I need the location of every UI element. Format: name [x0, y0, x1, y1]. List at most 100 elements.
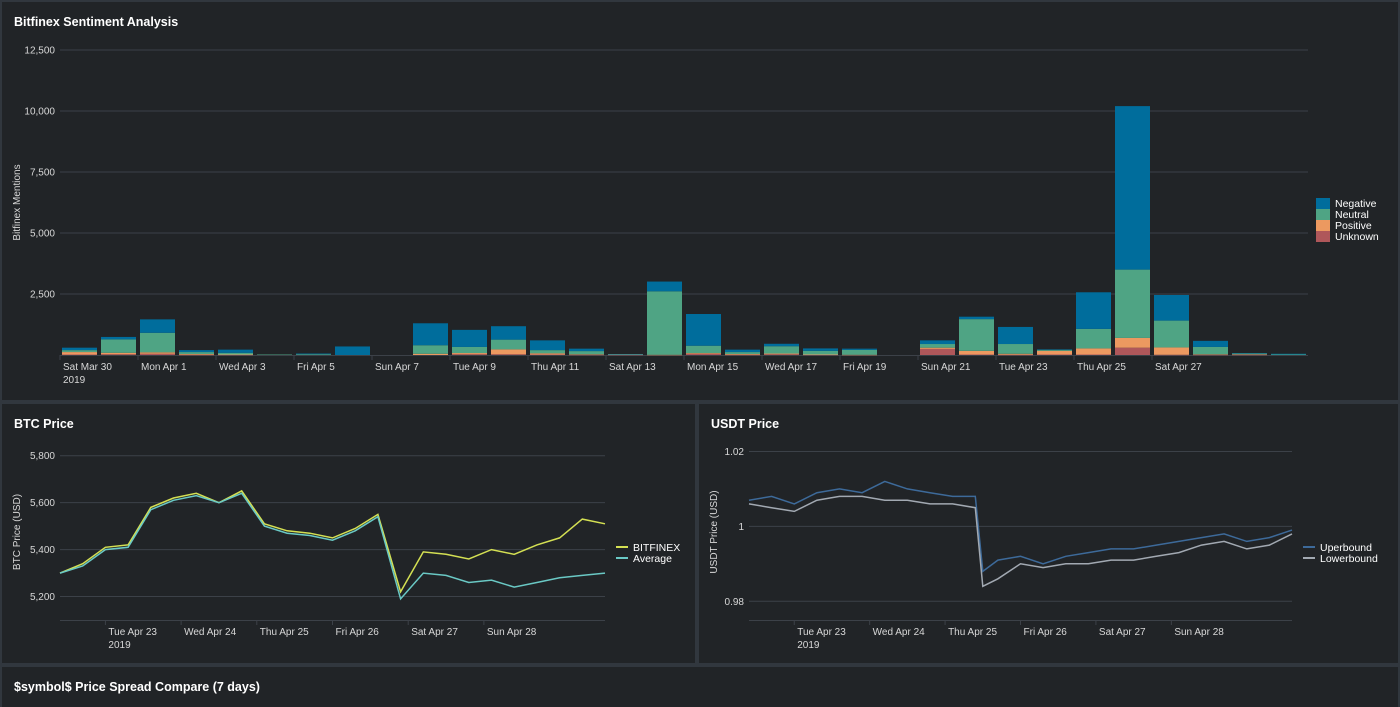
bar-segment: [1076, 292, 1111, 329]
bar-segment: [452, 354, 487, 355]
bar-segment: [686, 353, 721, 355]
x-tick-label: Wed Apr 24: [184, 627, 237, 638]
legend-label: Lowerbound: [1320, 553, 1378, 565]
y-tick-label: 5,000: [30, 229, 55, 240]
bar-segment: [569, 351, 604, 355]
bar-segment: [1232, 354, 1267, 356]
bar-segment: [959, 354, 994, 356]
bar-segment: [530, 353, 565, 355]
bar-segment: [101, 352, 136, 355]
bar-segment: [140, 332, 175, 353]
legend-label: Neutral: [1335, 209, 1369, 221]
x-tick-label: Thu Apr 25: [260, 627, 309, 638]
bar-segment: [920, 344, 955, 348]
y-tick-label: 10,000: [24, 107, 55, 118]
bar-segment: [608, 354, 643, 355]
x-tick-label: Sun Apr 21: [921, 362, 971, 373]
bar-segment: [647, 291, 682, 355]
bar-segment: [452, 329, 487, 347]
x-tick-label: Tue Apr 23: [797, 627, 846, 638]
bar-segment: [1037, 349, 1072, 350]
bar-segment: [569, 354, 604, 356]
bar-segment: [998, 354, 1033, 356]
bar-segment: [62, 350, 97, 353]
series-line: [59, 489, 606, 594]
x-tick-label: Wed Apr 17: [765, 362, 818, 373]
y-tick-label: 5,600: [30, 498, 55, 509]
spread-panel: $symbol$ Price Spread Compare (7 days): [2, 667, 1398, 707]
bar-segment: [842, 348, 877, 350]
bar-segment: [725, 354, 760, 356]
bar-segment: [998, 344, 1033, 354]
bar-segment: [101, 354, 136, 355]
bar-segment: [764, 354, 799, 355]
bar-segment: [1193, 354, 1228, 355]
bar-segment: [842, 349, 877, 355]
usdt-chart[interactable]: 0.98 1 1.02 USDT Price (USD) Tue Apr 23 Wed A…: [699, 404, 1398, 663]
x-tick-label: Sun Apr 28: [487, 627, 537, 638]
bar-segment: [1115, 337, 1150, 348]
bar-segment: [62, 347, 97, 351]
legend-swatch: [616, 546, 628, 548]
legend-swatch: [1303, 546, 1315, 548]
x-tick-label: Fri Apr 26: [1024, 627, 1068, 638]
bar-segment: [1193, 346, 1228, 355]
bar-segment: [218, 352, 253, 355]
x-tick-label: Tue Apr 9: [453, 362, 496, 373]
btc-chart[interactable]: 5,200 5,400 5,600 5,800 BTC Price (USD) Tue A…: [2, 404, 695, 663]
x-tick-label: Wed Apr 3: [219, 362, 266, 373]
legend-label: Positive: [1335, 220, 1372, 232]
bar-segment: [842, 354, 877, 356]
bar-segment: [179, 350, 214, 353]
bar-segment: [1232, 353, 1267, 354]
legend-swatch: [1316, 220, 1330, 231]
x-tick-year-label: 2019: [63, 375, 86, 386]
bar-segment: [491, 339, 526, 350]
bar-segment: [1193, 340, 1228, 347]
series-line: [748, 495, 1293, 588]
sentiment-chart[interactable]: 2,500 5,000 7,500 10,000 12,500 Bitfinex Ment…: [2, 2, 1398, 400]
y-tick-label: 2,500: [30, 290, 55, 301]
y-tick-label: 5,800: [30, 451, 55, 462]
bar-segment: [1232, 354, 1267, 355]
bar-segment: [101, 339, 136, 353]
bar-segment: [218, 349, 253, 353]
bar-segment: [803, 350, 838, 355]
bar-segment: [569, 354, 604, 355]
x-tick-label: Sat Mar 30: [63, 362, 112, 373]
x-tick-label: Tue Apr 23: [999, 362, 1048, 373]
bar-segment: [1115, 347, 1150, 355]
bar-segment: [1154, 320, 1189, 348]
y-tick-label: 1.02: [725, 447, 745, 458]
bar-segment: [1154, 294, 1189, 321]
bar-segment: [1076, 354, 1111, 356]
bar-segment: [1037, 349, 1072, 351]
bar-segment: [1154, 347, 1189, 355]
panel-title: BTC Price: [14, 417, 74, 431]
bar-segment: [725, 352, 760, 355]
bar-segment: [1271, 353, 1306, 355]
legend-label: Average: [633, 553, 672, 565]
legend-swatch: [1316, 231, 1330, 242]
y-tick-label: 7,500: [30, 168, 55, 179]
bar-segment: [803, 348, 838, 351]
x-tick-label: Tue Apr 23: [108, 627, 157, 638]
bar-segment: [998, 353, 1033, 355]
bar-segment: [764, 353, 799, 355]
bar-segment: [413, 323, 448, 346]
bar-segment: [920, 348, 955, 355]
legend-swatch: [1303, 557, 1315, 559]
bar-segment: [218, 354, 253, 356]
y-tick-label: 5,200: [30, 592, 55, 603]
bar-segment: [725, 354, 760, 355]
bar-segment: [959, 319, 994, 351]
bar-segment: [140, 352, 175, 354]
y-tick-label: 12,500: [24, 46, 55, 57]
bar-segment: [569, 348, 604, 352]
x-tick-label: Thu Apr 25: [948, 627, 997, 638]
bar-segment: [1037, 354, 1072, 356]
bar-segment: [335, 346, 370, 355]
legend-swatch: [616, 557, 628, 559]
series-line: [59, 492, 606, 601]
bar-segment: [530, 340, 565, 351]
